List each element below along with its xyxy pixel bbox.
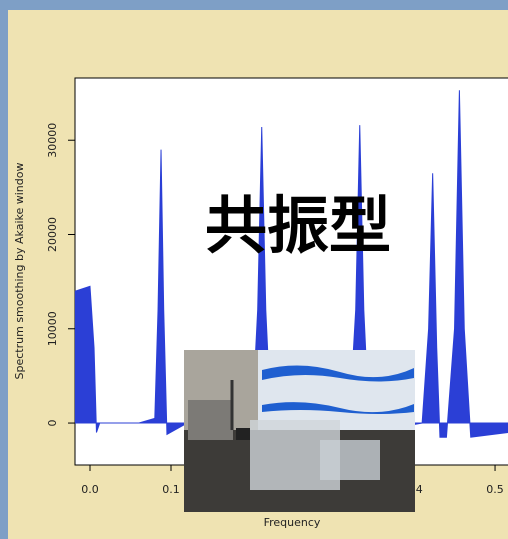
x-tick-label: 0.0 xyxy=(81,483,99,496)
photo-box xyxy=(320,440,380,480)
photo-sensor xyxy=(236,428,250,440)
left-border xyxy=(0,0,8,539)
photo xyxy=(184,350,415,512)
y-tick-label: 0 xyxy=(46,420,59,427)
y-tick-label: 30000 xyxy=(46,123,59,158)
y-tick-label: 20000 xyxy=(46,217,59,252)
photo-wave xyxy=(262,365,414,382)
photo-wave xyxy=(262,402,414,414)
x-axis-label: Frequency xyxy=(264,516,321,529)
y-tick-label: 10000 xyxy=(46,311,59,346)
x-tick-label: 0.5 xyxy=(486,483,504,496)
photo-monitor xyxy=(258,350,415,430)
top-border xyxy=(0,0,508,10)
annotation: 共振型 xyxy=(205,189,391,262)
x-tick-label: 0.1 xyxy=(162,483,180,496)
y-axis-label: Spectrum smoothing by Akaike window xyxy=(13,163,26,380)
photo-device xyxy=(188,400,233,440)
